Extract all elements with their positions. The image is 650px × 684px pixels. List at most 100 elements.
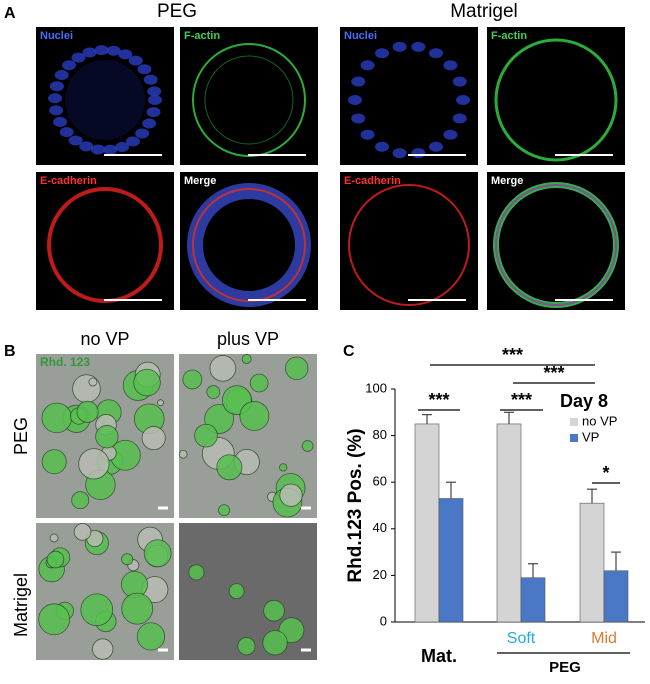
cell-ring [348, 184, 470, 306]
column-title: no VP [80, 329, 129, 349]
nucleus [443, 129, 458, 140]
y-axis-title: Rhd.123 Pos. (%) [345, 428, 366, 582]
legend-label: VP [582, 429, 599, 444]
channel-label: F-actin [184, 30, 220, 42]
organoid [46, 550, 65, 569]
error-bar [528, 563, 538, 578]
organoid [241, 354, 252, 364]
stain-label: Rhd. 123 [40, 355, 90, 369]
y-tick-label: 100 [365, 380, 387, 395]
micrograph [487, 172, 625, 310]
organoid [41, 449, 67, 475]
error-bar [446, 481, 456, 499]
nucleus [360, 129, 375, 140]
organoid [143, 539, 172, 568]
organoid [263, 599, 285, 622]
organoid [209, 355, 237, 382]
nucleus [392, 148, 407, 159]
nucleus [54, 70, 69, 80]
nucleus [392, 41, 407, 52]
organoid [38, 603, 71, 636]
organoid [121, 553, 134, 566]
nucleus [62, 60, 77, 71]
y-tick-label: 0 [380, 613, 387, 628]
organoid [301, 440, 314, 452]
column-title: Matrigel [450, 1, 518, 22]
nucleus [146, 107, 161, 118]
organoid [72, 374, 101, 403]
nucleus [79, 141, 94, 152]
organoid [136, 622, 166, 651]
micrograph [340, 172, 478, 310]
organoid [41, 402, 72, 434]
panel-label: B [4, 343, 16, 360]
significance-label: *** [428, 390, 449, 410]
y-tick-label: 60 [373, 474, 387, 489]
nucleus [91, 144, 106, 155]
significance-label: * [602, 463, 609, 483]
organoid [279, 463, 288, 472]
bar [520, 577, 546, 623]
error-bar [422, 414, 432, 424]
nucleus [94, 45, 109, 56]
nucleus [429, 48, 443, 59]
nucleus [82, 47, 97, 58]
nucleus [59, 127, 74, 138]
y-tick-label: 20 [373, 567, 387, 582]
nucleus [142, 118, 157, 129]
organoid [157, 399, 164, 407]
organoid [182, 369, 203, 390]
organoid [188, 564, 205, 581]
channel-label: Merge [184, 175, 216, 187]
organoid [194, 423, 218, 448]
organoid [78, 448, 110, 480]
nucleus [375, 48, 389, 59]
bar [496, 423, 522, 623]
micrograph [340, 27, 478, 165]
organoid [73, 523, 92, 541]
legend-label: no VP [582, 413, 617, 428]
nucleus-fill [65, 60, 145, 140]
bar [579, 502, 605, 623]
micrograph [36, 172, 174, 310]
organoid [121, 592, 154, 625]
organoid [262, 630, 288, 656]
organoid [239, 401, 270, 431]
nucleus [49, 105, 64, 116]
organoid [71, 491, 90, 510]
cell-ring [495, 184, 617, 306]
organoid [237, 637, 256, 656]
channel-label: E-cadherin [40, 175, 97, 187]
organoid [178, 449, 188, 459]
nucleus [137, 64, 152, 75]
group-label: PEG [549, 659, 581, 676]
legend-swatch [570, 434, 578, 442]
nucleus [115, 141, 130, 152]
organoid [285, 356, 309, 380]
y-tick-label: 80 [373, 427, 387, 442]
bar [438, 498, 464, 623]
column-title: PEG [157, 1, 197, 22]
organoid [141, 426, 166, 451]
nucleus [443, 60, 458, 71]
organoid [49, 533, 59, 543]
legend-title: Day 8 [560, 391, 608, 411]
channel-label: F-actin [491, 30, 527, 42]
channel-label: Nuclei [40, 30, 73, 42]
channel-label: Merge [491, 175, 523, 187]
significance-label: *** [511, 390, 532, 410]
nucleus [375, 141, 389, 152]
nucleus [411, 41, 426, 52]
nucleus [103, 144, 118, 155]
significance-label: *** [543, 363, 564, 383]
organoid [92, 638, 114, 660]
y-tick-label: 40 [373, 520, 387, 535]
nucleus [128, 55, 143, 66]
bar [603, 570, 629, 623]
panel-label: A [4, 5, 16, 22]
nucleus [118, 49, 133, 60]
organoid [95, 425, 119, 449]
significance-label: *** [502, 345, 523, 365]
channel-label: Nuclei [344, 30, 377, 42]
